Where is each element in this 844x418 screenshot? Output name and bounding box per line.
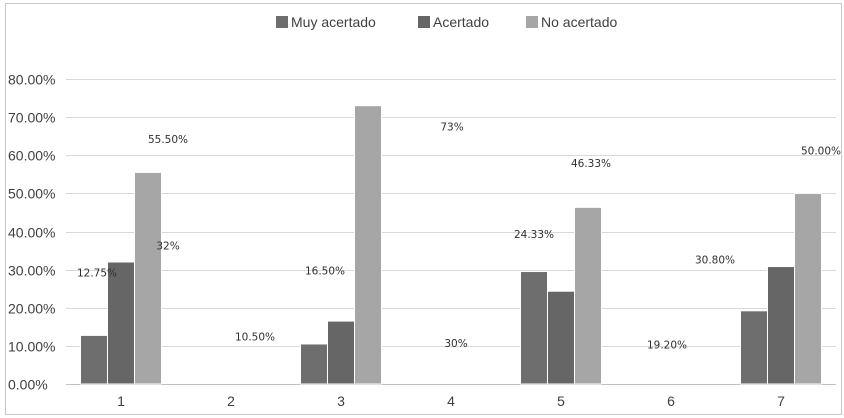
x-tick-label: 2 <box>227 393 235 409</box>
x-tick-label: 5 <box>557 393 565 409</box>
bar-muy-acertado-7 <box>740 310 768 385</box>
bar-acertado-5 <box>547 290 575 385</box>
data-label: 73% <box>440 121 463 133</box>
bar-no-acertado-5 <box>574 206 602 385</box>
y-tick-label: 20.00% <box>8 301 55 317</box>
data-label: 10.50% <box>235 331 275 343</box>
data-label: 32% <box>156 241 179 253</box>
x-tick-label: 7 <box>777 393 785 409</box>
y-tick-label: 0.00% <box>8 377 48 393</box>
data-label: 30% <box>444 338 467 350</box>
data-label: 12.75% <box>77 267 117 279</box>
legend-swatch-no-acertado <box>526 16 538 28</box>
legend-label-muy-acertado: Muy acertado <box>291 14 376 30</box>
bar-muy-acertado-1 <box>80 334 108 385</box>
legend-swatch-muy-acertado <box>276 16 288 28</box>
y-tick-label: 60.00% <box>8 148 55 164</box>
y-tick-label: 70.00% <box>8 110 55 126</box>
data-label: 46.33% <box>571 158 611 170</box>
data-label: 55.50% <box>148 134 188 146</box>
legend-label-acertado: Acertado <box>433 14 489 30</box>
chart-frame <box>5 3 842 415</box>
data-label: 19.20% <box>647 339 687 351</box>
y-tick-label: 10.00% <box>8 339 55 355</box>
x-tick-label: 6 <box>667 393 675 409</box>
data-label: 30.80% <box>695 255 735 267</box>
y-tick-label: 40.00% <box>8 225 55 241</box>
bar-no-acertado-1 <box>134 171 162 385</box>
y-tick-label: 80.00% <box>8 72 55 88</box>
x-tick-label: 1 <box>117 393 125 409</box>
bar-no-acertado-3 <box>354 105 382 385</box>
y-tick-label: 50.00% <box>8 186 55 202</box>
bar-acertado-7 <box>767 266 795 385</box>
data-label: 24.33% <box>514 229 554 241</box>
bar-acertado-3 <box>327 320 355 385</box>
data-label: 16.50% <box>305 265 345 277</box>
x-tick-label: 3 <box>337 393 345 409</box>
bar-no-acertado-7 <box>794 192 822 385</box>
x-tick-label: 4 <box>447 393 455 409</box>
bar-muy-acertado-5 <box>520 271 548 385</box>
data-label: 50.00% <box>801 146 841 158</box>
bar-muy-acertado-3 <box>300 343 328 385</box>
y-tick-label: 30.00% <box>8 263 55 279</box>
bar-acertado-1 <box>107 261 135 385</box>
legend-label-no-acertado: No acertado <box>541 14 617 30</box>
legend-swatch-acertado <box>418 16 430 28</box>
